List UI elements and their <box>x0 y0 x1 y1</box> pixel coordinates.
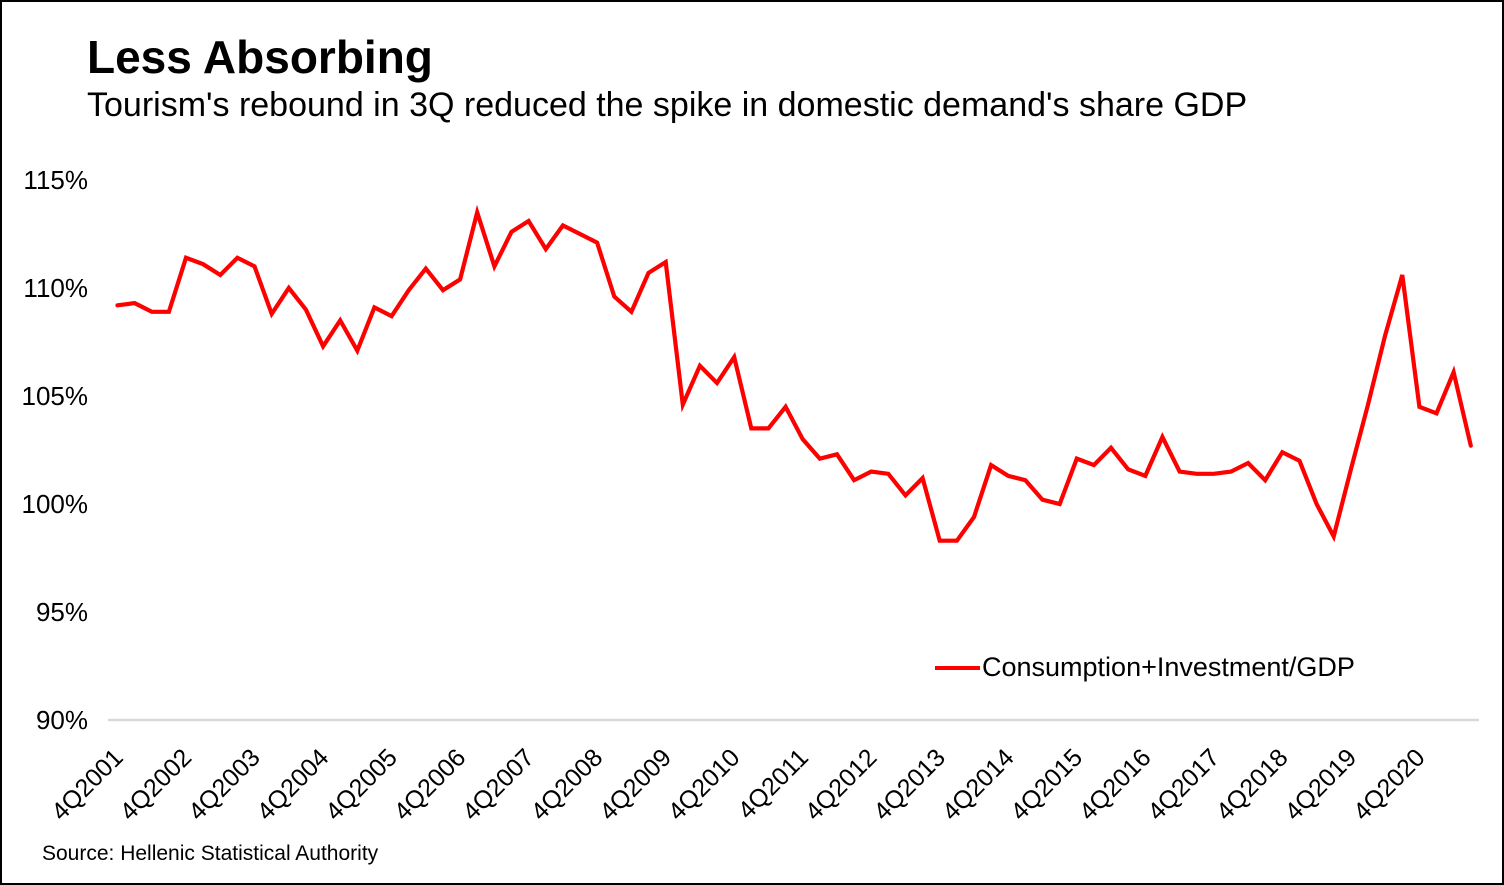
legend: Consumption+Investment/GDP <box>935 652 1355 683</box>
x-tick-label: 4Q2001 <box>46 743 129 826</box>
series-line-consumption-investment-gdp <box>115 204 1473 543</box>
x-tick-label: 4Q2008 <box>526 743 609 826</box>
x-tick-label: 4Q2012 <box>800 743 883 826</box>
y-tick-label: 110% <box>23 273 88 303</box>
x-tick-label: 4Q2014 <box>937 743 1020 826</box>
x-tick-label: 4Q2007 <box>457 743 540 826</box>
x-tick-label: 4Q2006 <box>389 743 472 826</box>
legend-line-marker <box>935 665 980 670</box>
chart-title: Less Absorbing <box>87 31 433 83</box>
x-tick-label: 4Q2016 <box>1074 743 1157 826</box>
x-tick-label: 4Q2013 <box>868 743 951 826</box>
x-tick-label: 4Q2009 <box>594 743 677 826</box>
x-tick-label: 4Q2003 <box>183 743 266 826</box>
x-tick-label: 4Q2011 <box>733 743 814 824</box>
source-note: Source: Hellenic Statistical Authority <box>42 842 379 865</box>
chart-subtitle: Tourism's rebound in 3Q reduced the spik… <box>87 86 1248 124</box>
y-tick-label: 90% <box>36 705 88 735</box>
x-tick-label: 4Q2010 <box>663 743 746 826</box>
y-tick-label: 115% <box>23 165 88 195</box>
x-tick-label: 4Q2002 <box>115 743 198 826</box>
x-tick-label: 4Q2005 <box>320 743 403 826</box>
y-tick-label: 95% <box>36 597 88 627</box>
x-tick-label: 4Q2017 <box>1142 743 1225 826</box>
x-tick-label: 4Q2015 <box>1005 743 1088 826</box>
x-tick-label: 4Q2019 <box>1279 743 1362 826</box>
y-tick-label: 100% <box>22 489 89 519</box>
y-axis-labels: 115% 110% 105% 100% 95% 90% <box>22 165 89 735</box>
legend-label: Consumption+Investment/GDP <box>982 652 1355 682</box>
x-tick-label: 4Q2004 <box>252 743 335 826</box>
x-tick-label: 4Q2020 <box>1348 743 1431 826</box>
y-tick-label: 105% <box>22 381 89 411</box>
x-tick-label: 4Q2018 <box>1211 743 1294 826</box>
x-axis-labels: 4Q20014Q20024Q20034Q20044Q20054Q20064Q20… <box>46 743 1431 826</box>
